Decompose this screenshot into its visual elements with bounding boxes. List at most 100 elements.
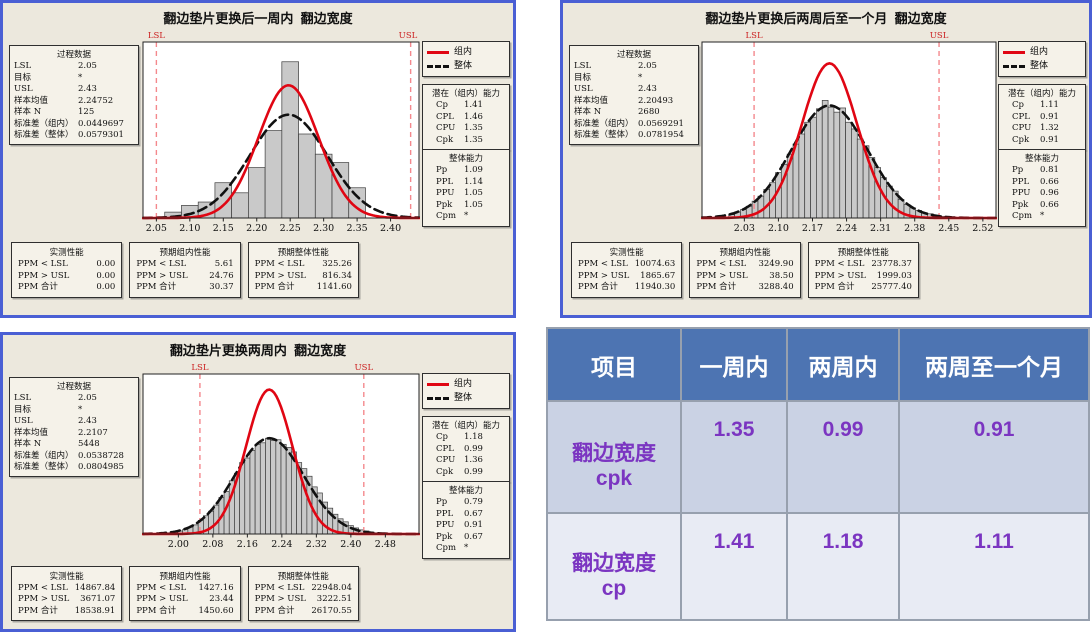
process-data-value: 0.0569291 — [638, 118, 684, 129]
process-data-label: USL — [14, 84, 33, 94]
capability-label: CPL — [436, 443, 454, 454]
capability-box-title: 潜在（组内）能力 — [431, 421, 500, 431]
x-tick-label: 2.00 — [167, 539, 188, 550]
within-capability-box: 潜在（组内）能力 Cp 1.11 CPL 0.91 CPU 1.32 Cpk 0.91 — [998, 84, 1086, 150]
process-data-label: 标准差（组内） — [14, 450, 74, 461]
performance-label: PPM < LSL — [254, 259, 305, 269]
capability-value: 0.96 — [1040, 188, 1059, 198]
histogram-bar — [238, 462, 245, 535]
capability-row: Cp 1.18 — [423, 432, 509, 444]
capability-label: PPL — [436, 176, 454, 187]
row-label-line1: 翻边宽度 — [572, 551, 656, 575]
performance-title: 预期组内性能 — [719, 248, 771, 258]
within-line-swatch — [1003, 50, 1025, 54]
capability-row: Cpk 0.91 — [999, 135, 1085, 147]
within-capability-box: 潜在（组内）能力 Cp 1.18 CPL 0.99 CPU 1.36 Cpk 0.99 — [422, 416, 510, 482]
capability-row: PPU 0.91 — [423, 520, 509, 532]
capability-row: Ppk 0.66 — [999, 200, 1085, 212]
capability-box-title: 整体能力 — [1024, 154, 1059, 164]
capability-value: 1.14 — [464, 176, 483, 187]
x-tick-label: 2.31 — [870, 223, 891, 234]
capability-label: PPL — [1012, 176, 1030, 187]
capability-label: CPU — [436, 123, 456, 133]
capability-plot-svg: LSL USL 2.05 2.10 2.15 2.20 2.25 2.30 2.35 2.40 — [141, 31, 420, 234]
capability-row: Ppk 1.05 — [423, 200, 509, 212]
performance-label: PPM > USL — [136, 594, 188, 604]
performance-box: 实测性能 PPM < LSL 0.00 PPM > USL 0.00 PPM 合计 0.00 — [11, 242, 123, 298]
performance-value: 3222.51 — [316, 594, 352, 604]
capability-value: 1.35 — [464, 134, 483, 145]
legend-item: 整体 — [427, 391, 505, 405]
process-data-row: 标准差（整体） 0.0781954 — [570, 130, 698, 142]
performance-value: 11940.30 — [634, 282, 676, 292]
performance-value: 1141.60 — [316, 282, 352, 292]
capability-value: 1.05 — [464, 199, 483, 210]
capability-label: Cpm — [436, 211, 457, 221]
histogram-bar — [259, 442, 266, 535]
performance-data-row: PPM < LSL 3249.90 — [695, 259, 794, 271]
performance-title: 预期组内性能 — [159, 571, 211, 582]
chart-title: 翻边垫片更换后一周内 翻边宽度 — [163, 11, 353, 26]
legend-label: 组内 — [454, 379, 473, 389]
process-data-label: USL — [14, 416, 33, 426]
x-tick-label: 2.35 — [346, 223, 367, 234]
x-tick-label: 2.48 — [374, 539, 395, 550]
performance-label: PPM < LSL — [814, 259, 865, 269]
process-data-value: * — [638, 72, 643, 83]
process-data-row: USL 2.43 — [10, 416, 138, 428]
performance-label: PPM < LSL — [696, 259, 747, 269]
table-cell-cpk-month: 0.91 — [900, 402, 1088, 512]
process-data-value: 2.24752 — [78, 95, 114, 106]
performance-label: PPM < LSL — [18, 259, 68, 269]
table-cell-cpk-week2: 0.99 — [788, 402, 898, 512]
capability-value: 0.91 — [1040, 111, 1059, 122]
performance-data-row: PPM < LSL 0.00 — [17, 259, 116, 271]
capability-value: 1.41 — [464, 100, 483, 110]
performance-title: 预期整体性能 — [837, 248, 889, 258]
histogram-bar — [264, 130, 282, 219]
process-data-value: 2.43 — [78, 416, 97, 426]
histogram-bar — [254, 443, 261, 535]
usl-line-label: USL — [398, 31, 417, 41]
capability-label: Cp — [436, 432, 448, 442]
performance-data-row: PPM 合计 1141.60 — [254, 282, 353, 294]
capability-label: Pp — [436, 497, 448, 507]
capability-box-title: 整体能力 — [448, 486, 483, 496]
table-header-item: 项目 — [548, 329, 680, 400]
capability-label: Cpk — [436, 134, 454, 145]
capability-label: CPL — [436, 111, 454, 122]
capability-value: * — [1040, 211, 1045, 221]
capability-label: Cpk — [436, 466, 454, 477]
capability-row: PPL 0.66 — [999, 177, 1085, 189]
performance-value: 0.00 — [96, 259, 116, 269]
histogram-bar — [833, 111, 840, 219]
capability-label: Cp — [436, 100, 448, 110]
process-data-row: 样本 N 5448 — [10, 439, 138, 451]
performance-value: 3671.07 — [80, 594, 116, 604]
process-data-row: 标准差（组内） 0.0449697 — [10, 119, 138, 131]
capability-value: 0.79 — [464, 497, 483, 507]
x-tick-label: 2.24 — [271, 539, 292, 550]
process-data-row: LSL 2.05 — [10, 61, 138, 73]
capability-value: 1.32 — [1040, 123, 1059, 133]
process-data-label: LSL — [14, 61, 32, 71]
table-header-week2: 两周内 — [788, 329, 898, 400]
performance-value: 23.44 — [209, 594, 234, 604]
process-data-label: 样本均值 — [14, 95, 49, 106]
table-row-label-cp: 翻边宽度 cp — [548, 514, 680, 619]
histogram-bar — [827, 106, 834, 219]
histogram-bar — [280, 443, 287, 535]
capability-value: 0.91 — [1040, 134, 1059, 145]
histogram-bar — [230, 192, 249, 219]
capability-value: 1.46 — [464, 111, 483, 122]
histogram-bar — [873, 167, 881, 219]
legend-item: 组内 — [427, 45, 505, 59]
performance-row: 实测性能 PPM < LSL 10074.63 PPM > USL 1865.67 PPM… — [563, 235, 1089, 298]
process-data-label: 标准差（整体） — [574, 130, 634, 140]
performance-label: PPM 合计 — [696, 282, 737, 292]
histogram-bar — [856, 138, 863, 219]
legend-box: 组内 整体 — [422, 373, 510, 409]
right-stack: 组内 整体 潜在（组内）能力 Cp 1.41 CPL 1.46 CPU 1.35 Cpk 1.35 整… — [422, 41, 510, 227]
process-data-value: * — [78, 404, 83, 415]
